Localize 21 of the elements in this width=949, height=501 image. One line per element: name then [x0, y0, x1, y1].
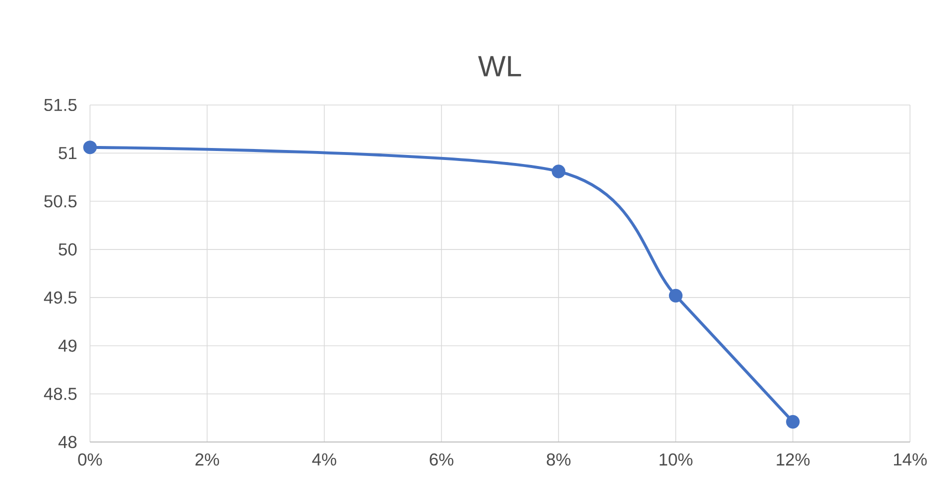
x-tick-label: 4% [312, 453, 336, 466]
x-tick-label: 8% [546, 453, 570, 466]
chart-title: WL [478, 56, 522, 76]
point [83, 140, 97, 154]
point [668, 288, 683, 302]
y-tick-label: 48.5 [44, 388, 77, 400]
y-tick-label: 50 [58, 243, 77, 256]
x-tick-label: 10% [660, 453, 692, 466]
y-tick-label: 48 [58, 436, 77, 448]
point [786, 414, 800, 429]
x-tick-label: 6% [430, 453, 454, 466]
y-tick-label: 49.5 [44, 291, 77, 304]
point [552, 164, 566, 178]
y-tick-label: 51 [58, 147, 76, 160]
y-tick-label: 50.5 [44, 195, 77, 208]
y-tick-label: 49 [58, 340, 76, 352]
y-tick-label: 51.5 [44, 98, 77, 112]
x-tick-label: 12% [776, 453, 810, 466]
x-tick-label: 14% [894, 453, 927, 466]
x-tick-label: 0% [78, 453, 102, 466]
x-tick-label: 2% [196, 453, 220, 466]
